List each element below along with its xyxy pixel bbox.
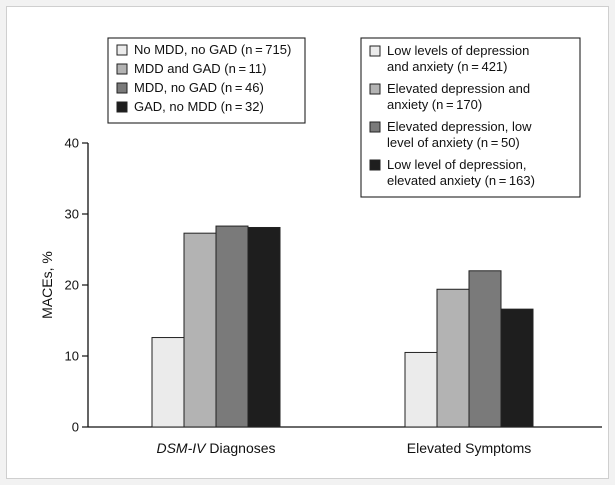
legend-label: No MDD, no GAD (n = 715) — [134, 42, 291, 57]
bars — [151, 225, 534, 428]
legend-swatch — [116, 82, 128, 94]
legend-label: Low level of depression, — [387, 157, 526, 172]
chart-svg: MACEs, % 0 10 20 30 40 DSM-IV Diagnoses Eleva… — [39, 37, 602, 456]
legends: No MDD, no GAD (n = 715) MDD and GAD (n =… — [107, 37, 581, 198]
bar-1-3 — [215, 225, 249, 428]
legend-box — [360, 37, 581, 198]
y-tick-label: 20 — [65, 278, 79, 293]
y-tick-label: 10 — [65, 349, 79, 364]
legend-swatch — [369, 121, 381, 133]
category-labels: DSM-IV Diagnoses Elevated Symptoms — [156, 440, 531, 456]
bar-2-3 — [468, 270, 502, 428]
y-tick-label: 40 — [65, 136, 79, 151]
legend-1: No MDD, no GAD (n = 715) MDD and GAD (n =… — [107, 37, 306, 124]
legend-item: Low level of depression,elevated anxiety… — [369, 157, 535, 188]
legend-item: No MDD, no GAD (n = 715) — [116, 42, 291, 57]
legend-label: MDD and GAD (n = 11) — [134, 61, 266, 76]
legend-label: level of anxiety (n = 50) — [387, 135, 520, 150]
legend-label: MDD, no GAD (n = 46) — [134, 80, 264, 95]
category-label: DSM-IV Diagnoses — [156, 440, 275, 456]
legend-label: GAD, no MDD (n = 32) — [134, 99, 264, 114]
legend-swatch — [116, 63, 128, 75]
legend-label: anxiety (n = 170) — [387, 97, 482, 112]
y-tick-label: 30 — [65, 207, 79, 222]
legend-label: elevated anxiety (n = 163) — [387, 173, 535, 188]
legend-swatch — [116, 44, 128, 56]
bar-2-1 — [404, 351, 438, 428]
legend-label: Low levels of depression — [387, 43, 529, 58]
bar-1-4 — [247, 226, 281, 428]
category-label: Elevated Symptoms — [407, 440, 532, 456]
legend-label: Elevated depression, low — [387, 119, 532, 134]
figure-frame: MACEs, % 0 10 20 30 40 DSM-IV Diagnoses Eleva… — [6, 6, 609, 479]
y-tick-label: 0 — [72, 420, 79, 435]
bar-2-2 — [436, 288, 470, 428]
bar-1-1 — [151, 337, 185, 428]
legend-swatch — [369, 45, 381, 57]
legend-item: MDD and GAD (n = 11) — [116, 61, 266, 76]
legend-label: and anxiety (n = 421) — [387, 59, 507, 74]
bar-2-4 — [500, 308, 534, 428]
legend-box — [107, 37, 306, 124]
legend-item: MDD, no GAD (n = 46) — [116, 80, 264, 95]
bar-1-2 — [183, 232, 217, 428]
legend-item: GAD, no MDD (n = 32) — [116, 99, 264, 114]
legend-label: Elevated depression and — [387, 81, 530, 96]
legend-swatch — [369, 83, 381, 95]
legend-swatch — [369, 159, 381, 171]
legend-swatch — [116, 101, 128, 113]
y-axis-label: MACEs, % — [39, 251, 55, 319]
